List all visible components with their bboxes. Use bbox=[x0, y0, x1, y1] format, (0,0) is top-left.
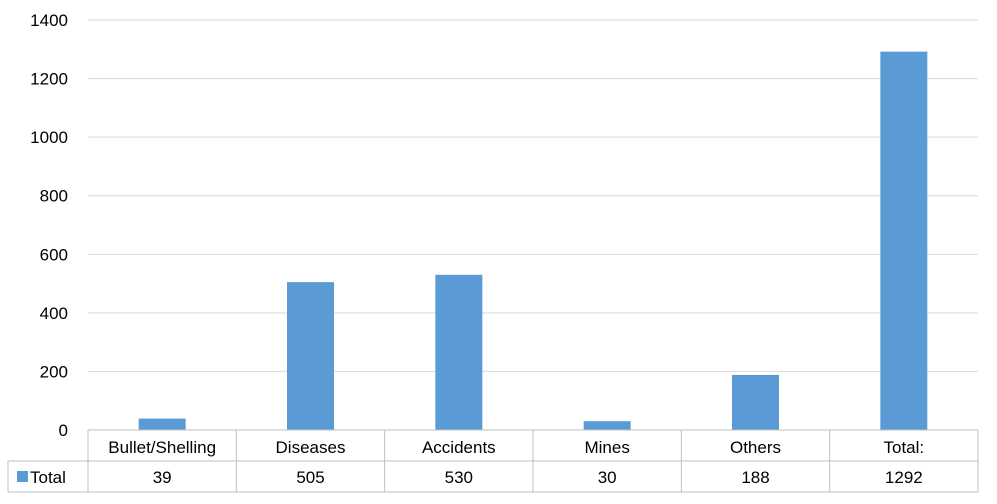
y-tick-label: 200 bbox=[40, 362, 68, 381]
y-tick-label: 1200 bbox=[30, 70, 68, 89]
bars bbox=[138, 51, 928, 430]
data-table: Bullet/Shelling Diseases Accidents Mines Oth… bbox=[7, 429, 979, 493]
x-tick-label: Diseases bbox=[276, 438, 346, 457]
x-tick-label: Total: bbox=[884, 438, 925, 457]
x-tick-label: Bullet/Shelling bbox=[108, 438, 216, 457]
data-label: 505 bbox=[296, 468, 324, 487]
gridlines bbox=[88, 19, 978, 372]
y-tick-label: 600 bbox=[40, 245, 68, 264]
data-label: 1292 bbox=[885, 468, 923, 487]
bar bbox=[287, 282, 334, 430]
y-tick-label: 1000 bbox=[30, 128, 68, 147]
data-label: 30 bbox=[598, 468, 617, 487]
data-label: 39 bbox=[153, 468, 172, 487]
data-label: 188 bbox=[741, 468, 769, 487]
bar bbox=[583, 421, 631, 430]
y-tick-label: 1400 bbox=[30, 11, 68, 30]
legend-label: Total bbox=[30, 468, 66, 487]
y-tick-label: 400 bbox=[40, 304, 68, 323]
x-tick-label: Mines bbox=[584, 438, 629, 457]
y-tick-label: 800 bbox=[40, 187, 68, 206]
bar bbox=[435, 274, 483, 430]
x-tick-label: Others bbox=[730, 438, 781, 457]
y-axis: 0 200 400 600 800 1000 1200 1400 bbox=[30, 11, 68, 440]
bar bbox=[138, 418, 186, 430]
x-tick-label: Accidents bbox=[422, 438, 496, 457]
bar bbox=[880, 51, 928, 430]
legend-swatch bbox=[17, 471, 28, 482]
bar bbox=[732, 374, 779, 430]
data-label: 530 bbox=[445, 468, 473, 487]
y-tick-label: 0 bbox=[59, 421, 68, 440]
